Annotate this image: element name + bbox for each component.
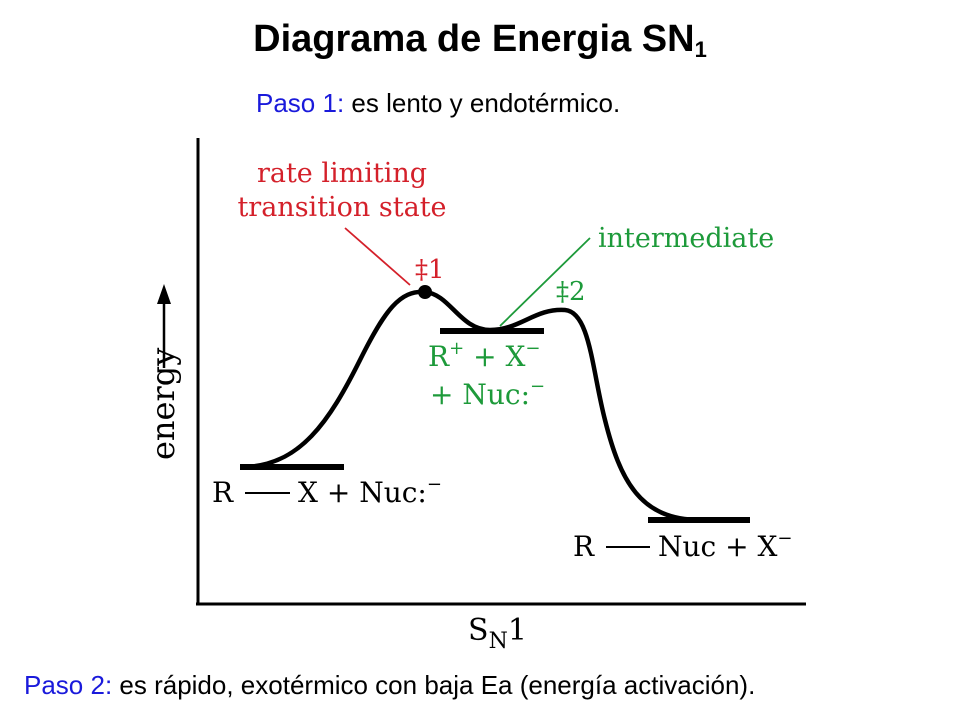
step-2-description: es rápido, exotérmico con baja Ea (energ… (112, 670, 756, 700)
annotation-ts-line1: rate limiting (257, 158, 427, 189)
transition-state-dot (418, 285, 432, 299)
reactants-r: R (212, 476, 234, 509)
y-axis-label-group: energy (144, 284, 182, 460)
reactants-rest: X + Nuc:− (298, 474, 442, 509)
intermediate-line2: + Nuc:− (430, 376, 545, 411)
step-2-text: Paso 2: es rápido, exotérmico con baja E… (24, 670, 755, 701)
annotation-intermediate-pointer (499, 237, 591, 327)
step-2-label: Paso 2: (24, 670, 113, 700)
page-title: Diagrama de Energia SN1 (0, 18, 960, 63)
products-level-bar (648, 517, 750, 523)
step-1-text: Paso 1: es lento y endotérmico. (256, 88, 620, 119)
reactants-level-bar (240, 464, 344, 470)
intermediate-species-label: R+ + X− + Nuc:− (428, 338, 545, 411)
annotation-intermediate: intermediate (598, 223, 774, 254)
reactants-label: R X + Nuc:− (212, 474, 442, 509)
products-r: R (573, 530, 595, 563)
ts2-label: ‡2 (556, 277, 586, 307)
step-1-description: es lento y endotérmico. (344, 88, 621, 118)
annotation-ts-pointer (344, 227, 411, 286)
products-label: R Nuc + X− (573, 528, 793, 563)
step-1-label: Paso 1: (256, 88, 345, 118)
intermediate-line1: R+ + X− (428, 338, 540, 373)
annotation-ts-line2: transition state (237, 192, 446, 223)
ts1-label: ‡1 (415, 255, 445, 285)
y-axis-arrow-head (157, 284, 171, 304)
products-rest: Nuc + X− (658, 528, 793, 563)
x-axis-label: SN1 (468, 613, 527, 654)
title-subscript: 1 (694, 37, 707, 62)
intermediate-level-bar (440, 328, 544, 334)
title-main: Diagrama de Energia SN (253, 18, 695, 60)
